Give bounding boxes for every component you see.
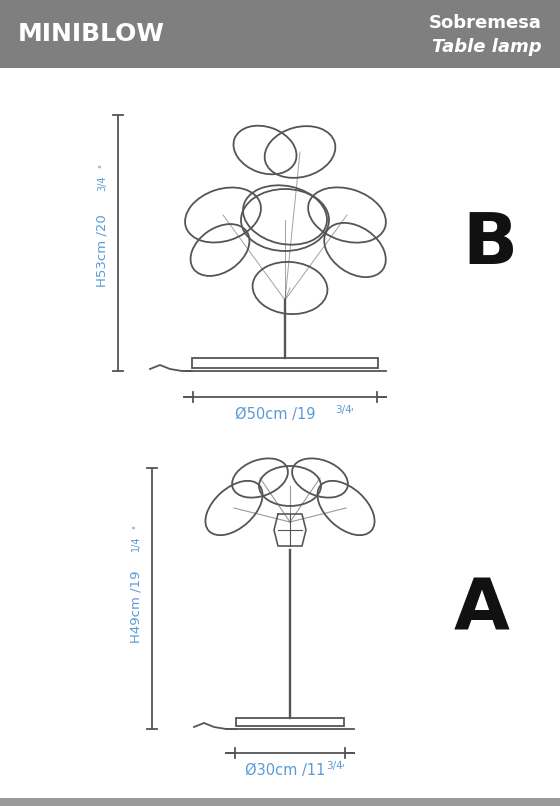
Text: '': '' — [131, 524, 141, 529]
Text: 3/4: 3/4 — [335, 405, 352, 415]
Text: 3/4: 3/4 — [326, 761, 343, 771]
Text: A: A — [454, 575, 510, 645]
Text: 1/4: 1/4 — [131, 536, 141, 551]
Text: '': '' — [348, 407, 354, 417]
Bar — [236, 718, 344, 726]
Text: MINIBLOW: MINIBLOW — [18, 22, 165, 46]
Bar — [0, 798, 560, 806]
Text: '': '' — [97, 163, 107, 168]
Text: H49cm /19: H49cm /19 — [129, 571, 142, 642]
Bar — [0, 0, 560, 68]
Text: B: B — [463, 210, 517, 280]
Text: Sobremesa: Sobremesa — [429, 14, 542, 32]
Bar — [192, 358, 378, 368]
Text: H53cm /20: H53cm /20 — [96, 214, 109, 288]
Text: '': '' — [339, 763, 345, 773]
Text: 3/4: 3/4 — [97, 175, 107, 191]
Text: Table lamp: Table lamp — [432, 38, 542, 56]
Text: Ø50cm /19: Ø50cm /19 — [235, 406, 315, 422]
Text: Ø30cm /11: Ø30cm /11 — [245, 762, 325, 778]
